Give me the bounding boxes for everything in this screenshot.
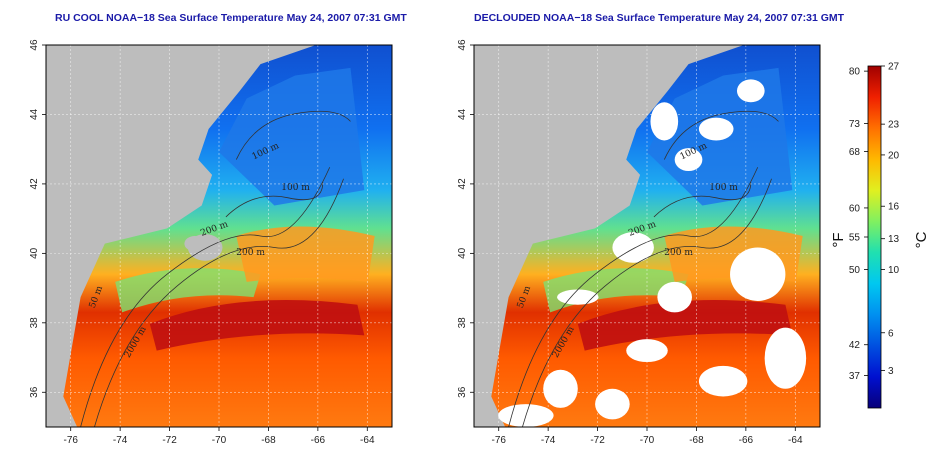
- x-tick-label: -72: [162, 435, 177, 446]
- cloud-patch: [543, 369, 578, 408]
- bathymetry-contour: [508, 167, 759, 427]
- celsius-unit-label: °C: [913, 231, 930, 248]
- cloud-patch: [698, 117, 734, 141]
- x-tick-label: -64: [360, 435, 375, 446]
- y-tick-label: 36: [29, 386, 40, 398]
- celsius-tick-label: 23: [888, 120, 900, 131]
- x-tick-label: -68: [689, 435, 704, 446]
- y-tick-label: 42: [29, 178, 40, 190]
- warm-water-band: [149, 300, 365, 351]
- fahrenheit-tick-label: 55: [849, 233, 861, 244]
- cloud-patch: [657, 281, 692, 313]
- y-tick-label: 46: [457, 39, 468, 51]
- bathymetry-contour: [225, 182, 324, 218]
- y-tick-label: 38: [457, 317, 468, 329]
- fahrenheit-tick-label: 42: [849, 340, 861, 351]
- fahrenheit-tick-label: 60: [849, 203, 861, 214]
- fahrenheit-tick-label: 37: [849, 371, 861, 382]
- bathymetry-contour: [80, 167, 331, 427]
- y-tick-label: 44: [29, 108, 40, 120]
- temperature-colorbar: 80 73 68 60 55 50 42 37 27 23 20 16 13 10 6 3 °F °C: [830, 62, 930, 409]
- slope-water-patch: [115, 268, 261, 313]
- cloud-patch: [764, 327, 807, 389]
- x-tick-label: -76: [63, 435, 78, 446]
- y-tick-label: 42: [457, 178, 468, 190]
- cloud-patch: [730, 247, 786, 301]
- fahrenheit-tick-label: 68: [849, 147, 861, 158]
- y-tick-label: 44: [457, 108, 468, 120]
- y-tick-label: 40: [457, 247, 468, 259]
- y-tick-label: 38: [29, 317, 40, 329]
- contour-label: 100 m: [709, 183, 738, 193]
- x-tick-label: -66: [739, 435, 754, 446]
- x-tick-label: -70: [212, 435, 227, 446]
- cloud-patch: [674, 148, 703, 172]
- celsius-tick-label: 20: [888, 150, 900, 161]
- x-tick-label: -66: [311, 435, 326, 446]
- x-tick-label: -76: [491, 435, 506, 446]
- x-tick-label: -74: [541, 435, 556, 446]
- y-tick-label: 40: [29, 247, 40, 259]
- cloud-patch: [650, 102, 679, 141]
- warm-eddy-patch: [236, 226, 375, 282]
- fahrenheit-tick-label: 73: [849, 119, 861, 130]
- cloud-patch: [698, 365, 748, 397]
- celsius-tick-label: 16: [888, 202, 900, 213]
- x-tick-label: -72: [590, 435, 605, 446]
- right-panel-title: DECLOUDED NOAA−18 Sea Surface Temperatur…: [474, 12, 845, 24]
- x-tick-label: -70: [640, 435, 655, 446]
- y-tick-label: 36: [457, 386, 468, 398]
- cloud-patch: [736, 79, 765, 103]
- left-panel-title: RU COOL NOAA−18 Sea Surface Temperature …: [55, 12, 407, 24]
- celsius-tick-label: 10: [888, 265, 900, 276]
- bathymetry-contour: [94, 178, 344, 427]
- x-tick-label: -74: [113, 435, 128, 446]
- contour-label: 100 m: [281, 183, 310, 193]
- cloud-patch: [184, 236, 206, 252]
- cloud-patch: [595, 388, 630, 420]
- bathymetry-contour: [522, 178, 772, 427]
- y-tick-label: 46: [29, 39, 40, 51]
- fahrenheit-tick-label: 80: [849, 67, 861, 78]
- fahrenheit-tick-label: 50: [849, 265, 861, 276]
- bathymetry-contour: [653, 182, 752, 218]
- fahrenheit-unit-label: °F: [830, 232, 847, 247]
- celsius-tick-label: 27: [888, 62, 900, 73]
- celsius-tick-label: 6: [888, 328, 894, 339]
- celsius-tick-label: 3: [888, 366, 894, 377]
- celsius-tick-label: 13: [888, 234, 900, 245]
- x-tick-label: -68: [261, 435, 276, 446]
- colorbar-gradient: [867, 65, 882, 409]
- warm-water-band: [577, 300, 793, 351]
- x-tick-label: -64: [788, 435, 803, 446]
